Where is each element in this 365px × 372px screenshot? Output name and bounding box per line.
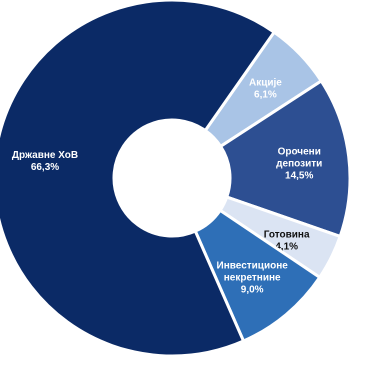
slice-label-орочени-депозити: Орочени депозити 14,5% <box>276 147 322 182</box>
slice-државне-хов <box>0 0 275 356</box>
slice-label-инвестиционе-некретнине: Инвестиционе некретнине 9,0% <box>217 260 289 295</box>
slice-label-акци-е: Акције 6,1% <box>249 78 282 101</box>
slice-орочени-депозити <box>218 78 352 239</box>
slice-label-државне-хов: Државне ХоВ 66,3% <box>12 150 78 173</box>
slice-label-готовина: Готовина 4,1% <box>264 229 310 252</box>
